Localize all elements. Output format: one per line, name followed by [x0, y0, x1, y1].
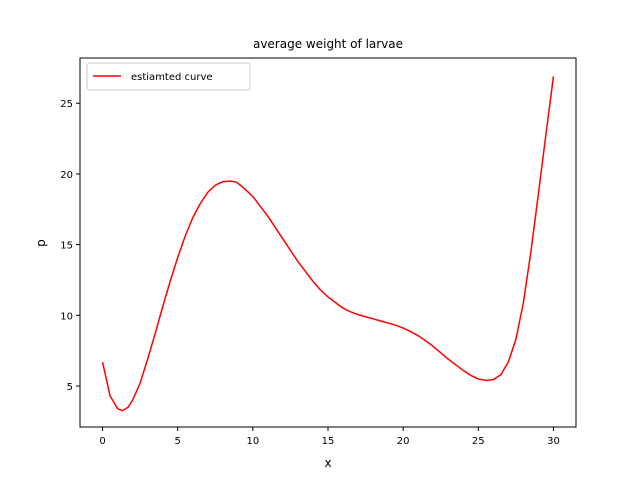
- x-tick-label: 0: [99, 436, 105, 447]
- x-axis-label: x: [324, 456, 331, 470]
- plot-area: [79, 57, 577, 428]
- x-tick-label: 25: [472, 436, 485, 447]
- axis-ticks: 0 5 10 15 20 25 30 5 10 15 20 25: [60, 99, 560, 447]
- series-line-0: [101, 76, 555, 412]
- y-tick-label: 15: [60, 241, 73, 252]
- y-tick-label: 20: [60, 170, 73, 181]
- x-tick-label: 30: [547, 436, 560, 447]
- legend-box: [86, 62, 251, 91]
- y-tick-label: 10: [60, 311, 73, 322]
- y-tick-label: 5: [67, 382, 73, 393]
- y-tick-label: 25: [60, 99, 73, 110]
- x-tick-label: 10: [246, 436, 259, 447]
- legend-entry-label: estiamted curve: [131, 72, 213, 83]
- chart-title: average weight of larvae: [253, 37, 403, 51]
- legend: estiamted curve: [86, 62, 251, 91]
- x-tick-label: 20: [397, 436, 410, 447]
- axes-frame: [79, 57, 577, 428]
- x-tick-label: 5: [175, 436, 181, 447]
- y-axis-label: p: [34, 239, 48, 247]
- x-tick-label: 15: [322, 436, 335, 447]
